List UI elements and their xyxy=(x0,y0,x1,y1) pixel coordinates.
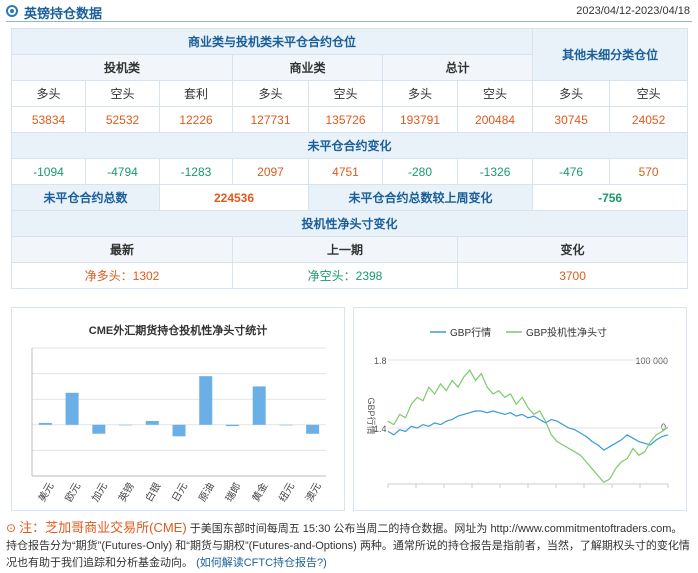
bar-原油 xyxy=(199,376,213,425)
col-comm-long: 多头 xyxy=(232,80,309,107)
value-cell: 12226 xyxy=(159,106,233,133)
series-line-net xyxy=(387,369,669,484)
value-cell: 193791 xyxy=(382,106,458,133)
change-cell: -1283 xyxy=(159,158,233,185)
value-cell: 53834 xyxy=(11,106,86,133)
oi-total-label: 未平仓合约总数 xyxy=(11,184,160,211)
col-other-long: 多头 xyxy=(532,80,611,107)
bar-tick-label: 日元 xyxy=(171,481,191,504)
main-title: 商业类与投机类未平仓合约仓位 xyxy=(10,28,534,55)
change-cell: 2097 xyxy=(232,158,309,185)
y-axis-label: GBP行情 xyxy=(366,397,377,434)
value-cell: 24052 xyxy=(609,106,689,133)
value-cell: 30745 xyxy=(532,106,611,133)
col-spec-long: 多头 xyxy=(11,80,86,107)
col-spec-arb: 套利 xyxy=(159,80,233,107)
net-prev-value: 净空头：2398 xyxy=(232,262,458,289)
net-change-value: 3700 xyxy=(456,262,689,289)
col-other-short: 空头 xyxy=(609,80,689,107)
legend-label-net: GBP投机性净头寸 xyxy=(526,326,607,339)
bar-tick-label: 黄金 xyxy=(249,480,270,504)
bar-tick-label: 美元 xyxy=(35,480,56,504)
change-title: 未平仓合约变化 xyxy=(10,132,689,159)
gbp-line-chart-panel: GBP行情 GBP投机性净头寸 1.8 1.4 100 000 0 GBP行情 xyxy=(353,307,687,511)
info-icon: ⊙ xyxy=(6,521,17,535)
bar-tick-label: 白银 xyxy=(142,480,163,504)
right-tick-label: 100 000 xyxy=(635,356,668,366)
page-title: 英镑持仓数据 xyxy=(24,6,103,21)
bar-tick-label: 英镑 xyxy=(115,480,136,504)
group-comm: 商业类 xyxy=(232,54,383,81)
net-latest-label: 最新 xyxy=(11,236,233,263)
col-total-short: 空头 xyxy=(456,80,534,107)
col-total-long: 多头 xyxy=(382,80,458,107)
change-cell: -280 xyxy=(382,158,458,185)
date-range: 2023/04/12-2023/04/18 xyxy=(576,5,690,17)
change-cell: -1326 xyxy=(456,158,534,185)
col-comm-short: 空头 xyxy=(308,80,383,107)
bar-tick-label: 原油 xyxy=(196,480,217,504)
series-line-gbp xyxy=(387,410,669,451)
cftc-guide-link[interactable]: (如何解读CFTC持仓报告?) xyxy=(196,557,327,569)
net-change-label: 变化 xyxy=(456,236,689,263)
bar-tick-label: 纽元 xyxy=(276,480,297,504)
left-tick-label: 1.8 xyxy=(374,356,387,366)
bar-澳元 xyxy=(306,424,320,434)
change-cell: 4751 xyxy=(308,158,383,185)
group-total: 总计 xyxy=(381,54,534,81)
bar-tick-label: 瑞郎 xyxy=(222,480,243,504)
change-cell: -4794 xyxy=(85,158,160,185)
bar-欧元 xyxy=(65,392,79,425)
value-cell: 52532 xyxy=(85,106,160,133)
change-cell: -476 xyxy=(532,158,611,185)
value-cell: 135726 xyxy=(308,106,383,133)
value-cell: 127731 xyxy=(232,106,309,133)
bar-纽元 xyxy=(279,424,293,426)
net-latest-value: 净多头：1302 xyxy=(11,262,233,289)
bar-白银 xyxy=(145,420,159,425)
section-bullet-icon xyxy=(6,5,18,17)
bar-tick-label: 澳元 xyxy=(303,480,324,504)
header-divider xyxy=(6,21,692,22)
net-prev-label: 上一期 xyxy=(232,236,458,263)
bar-tick-label: 欧元 xyxy=(63,481,83,504)
footnote-source: 芝加哥商业交易所(CME) xyxy=(45,520,187,535)
col-spec-short: 空头 xyxy=(85,80,160,107)
bar-瑞郎 xyxy=(225,424,239,427)
oi-change-value: -756 xyxy=(532,184,689,211)
footnote: ⊙ 注：芝加哥商业交易所(CME) 于美国东部时间每周五 15:30 公布当周二… xyxy=(6,519,692,572)
bar-日元 xyxy=(172,424,186,437)
bar-加元 xyxy=(92,424,106,434)
bar-chart-title: CME外汇期货持仓投机性净头寸统计 xyxy=(89,323,267,337)
change-cell: 570 xyxy=(609,158,689,185)
group-spec: 投机类 xyxy=(11,54,233,81)
legend-label-gbp: GBP行情 xyxy=(450,326,491,339)
right-tick-label: 0 xyxy=(661,422,666,432)
bar-tick-label: 加元 xyxy=(90,481,110,504)
gbp-line-chart: GBP行情 GBP投机性净头寸 1.8 1.4 100 000 0 GBP行情 xyxy=(366,326,669,488)
bar-英镑 xyxy=(119,424,133,426)
change-cell: -1094 xyxy=(11,158,86,185)
bar-美元 xyxy=(38,422,52,425)
cme-net-bar-chart-panel: CME外汇期货持仓投机性净头寸统计美元 欧元 加元 英镑 白银 日元 原油 瑞郎 黄金 纽元 澳元 xyxy=(11,307,345,511)
net-title: 投机性净头寸变化 xyxy=(10,210,689,237)
page-header: 英镑持仓数据 2023/04/12-2023/04/18 xyxy=(0,0,698,22)
other-title: 其他未细分类仓位 xyxy=(532,28,689,81)
oi-change-label: 未平仓合约总数较上周变化 xyxy=(307,184,534,211)
value-cell: 200484 xyxy=(456,106,534,133)
oi-total-value: 224536 xyxy=(159,184,309,211)
left-tick-label: 1.4 xyxy=(374,424,387,434)
footnote-text: 于美国东部时间每周五 15:30 公布当周二的持仓数据。网址为 http://w… xyxy=(6,523,690,569)
positions-table: 商业类与投机类未平仓合约仓位 其他未细分类仓位 投机类 商业类 总计 多头 空头… xyxy=(10,28,689,289)
footnote-label: 注： xyxy=(19,520,46,535)
bar-黄金 xyxy=(252,386,266,425)
